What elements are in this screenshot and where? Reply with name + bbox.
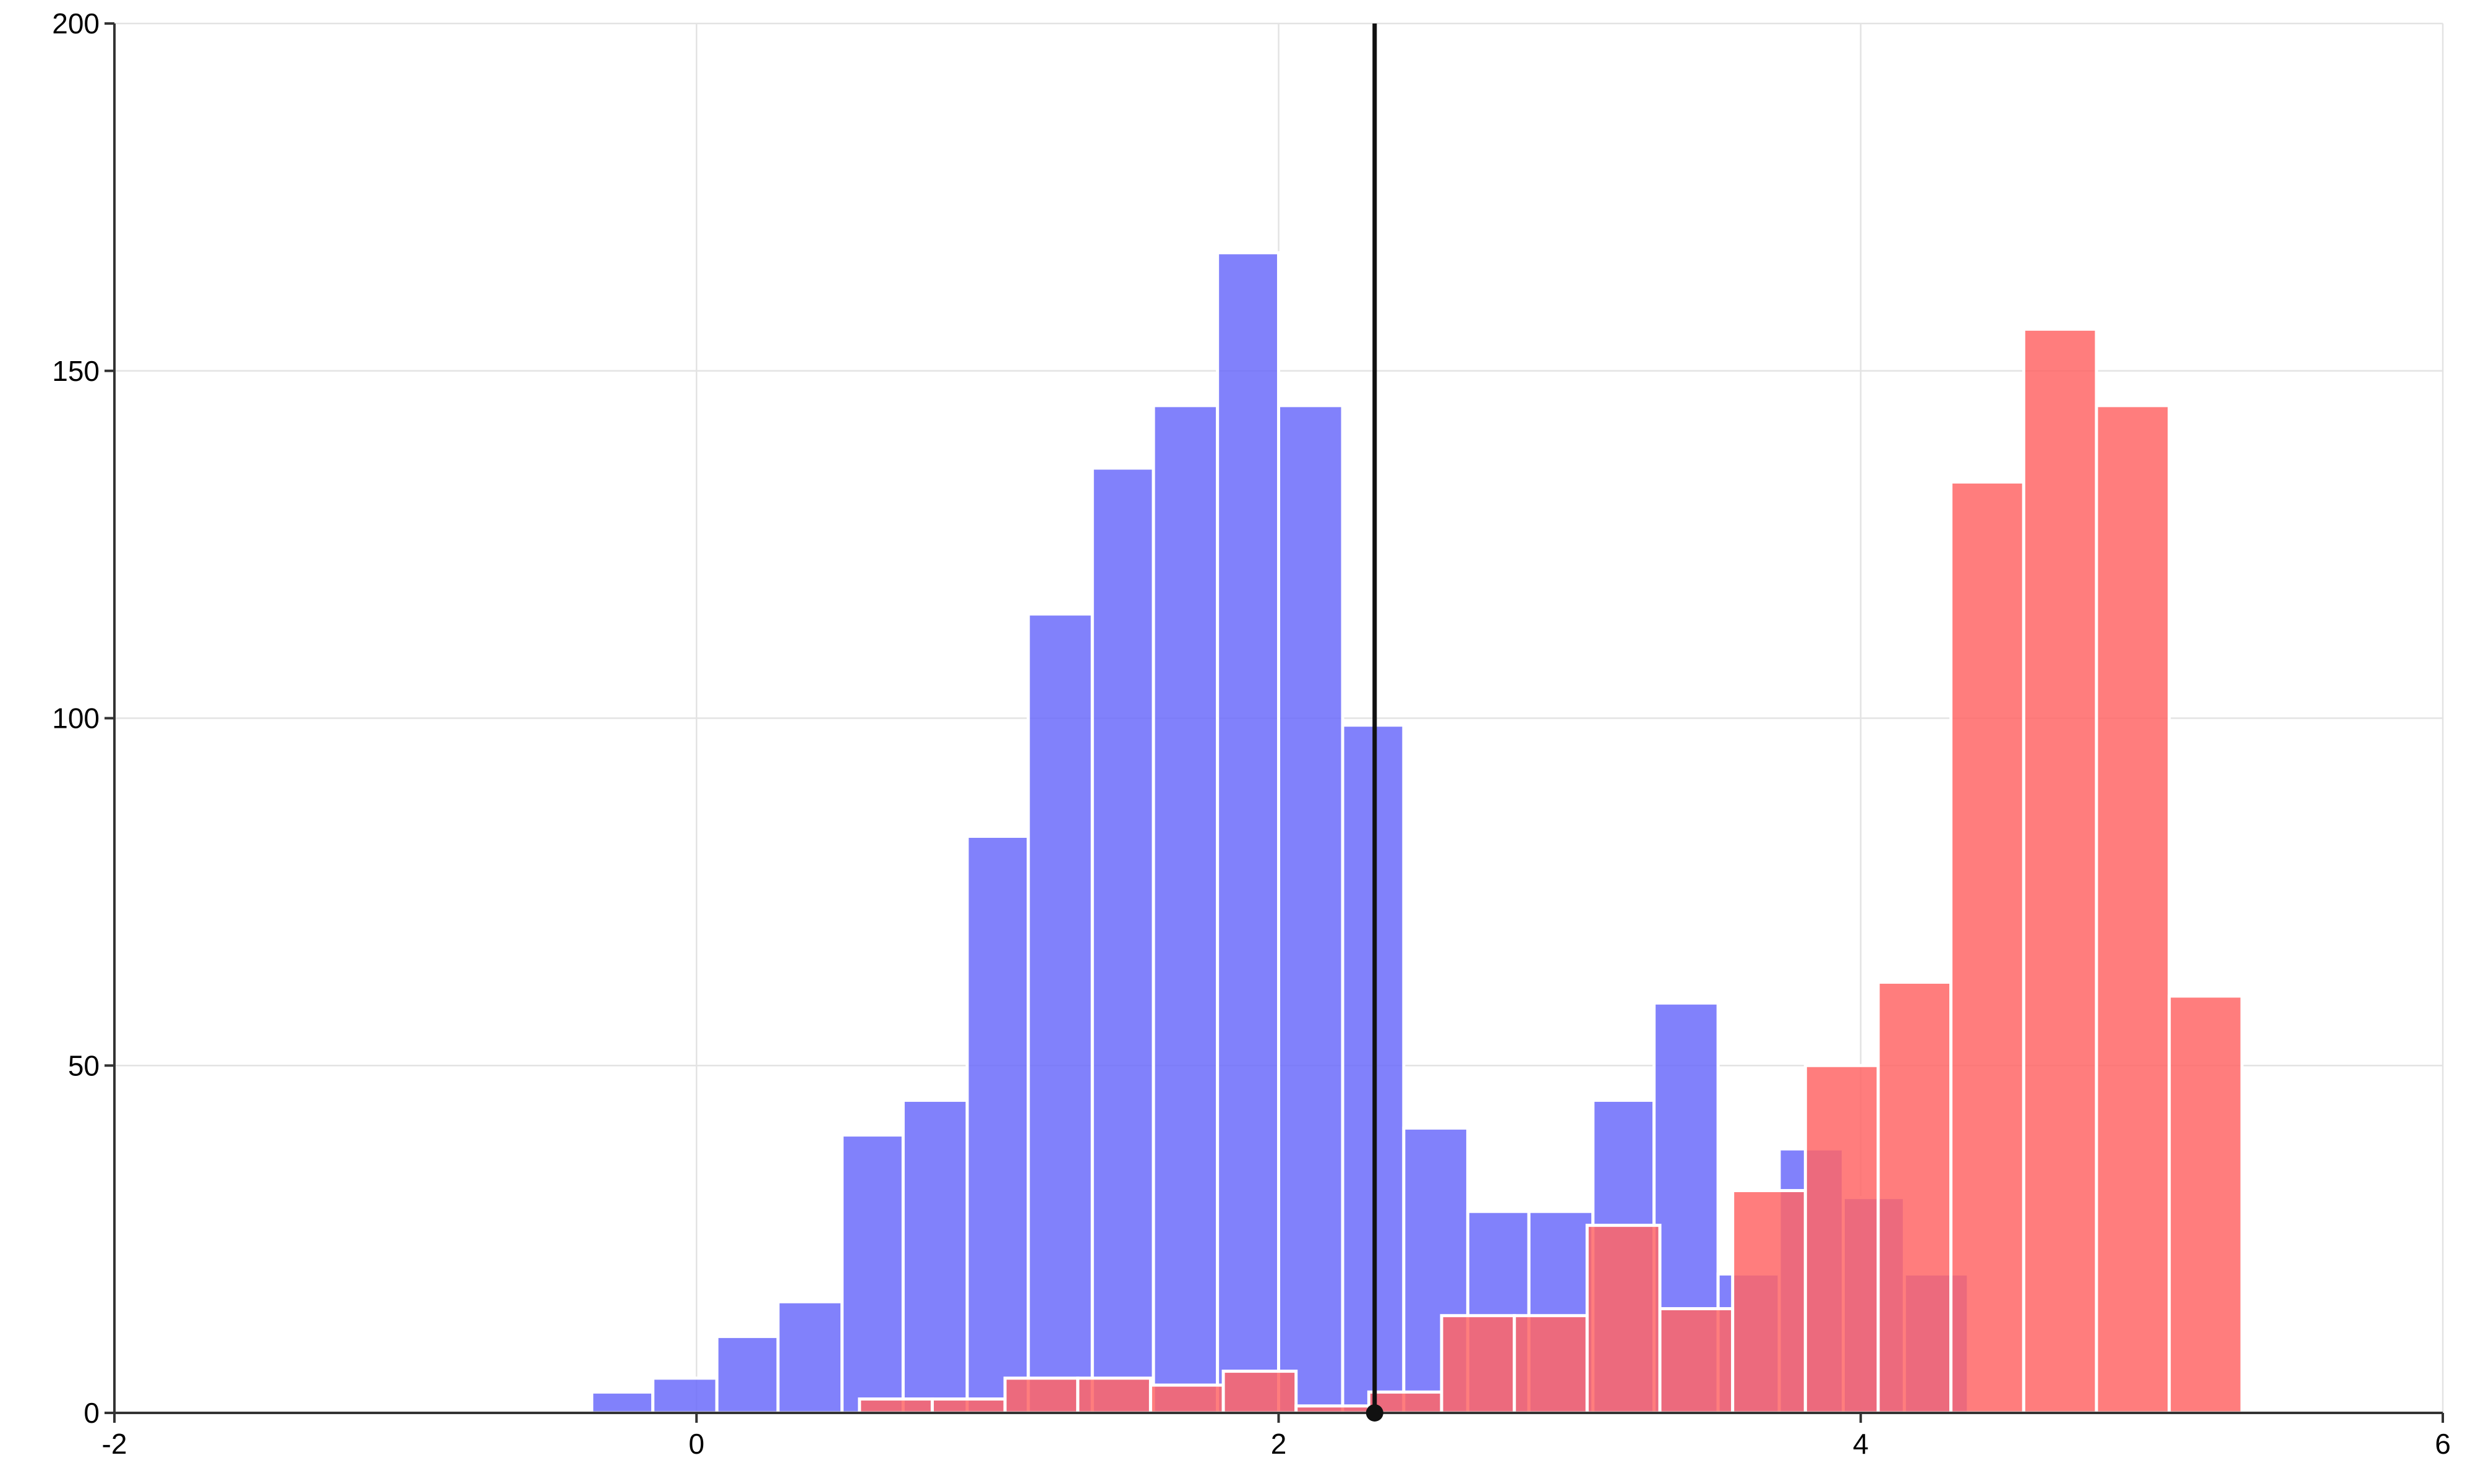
- series-2-bar: [2168, 994, 2244, 1415]
- series-1-bar: [1277, 404, 1344, 1415]
- series-1-bar: [651, 1376, 719, 1415]
- threshold-marker: [1365, 23, 1383, 1422]
- series-2-bar: [1076, 1376, 1152, 1415]
- y-tick-label: 100: [52, 702, 100, 735]
- axes: [105, 22, 2444, 1423]
- series-1-bar: [840, 1133, 905, 1415]
- series-1-bar: [776, 1300, 844, 1415]
- y-tick-label: 150: [52, 355, 100, 387]
- series-1-bar: [901, 1098, 969, 1415]
- series-1-bar: [590, 1390, 655, 1415]
- series-1-bar: [1090, 466, 1155, 1415]
- series-2-bar: [1803, 1064, 1880, 1415]
- series-2-bar: [2095, 404, 2171, 1415]
- series-2-bar: [1221, 1370, 1298, 1415]
- series-1-bar: [1402, 1126, 1469, 1415]
- x-tick-label: 6: [2435, 1428, 2451, 1460]
- series-2-bar: [1731, 1188, 1807, 1415]
- series-2-bar: [1440, 1314, 1516, 1415]
- series-2-bar: [1148, 1383, 1225, 1415]
- series-2-bar: [1513, 1314, 1589, 1415]
- x-tick-label: 0: [688, 1428, 704, 1460]
- series-1-bar: [965, 834, 1030, 1415]
- series-2-bar: [2022, 327, 2098, 1415]
- series-1-bar: [715, 1334, 780, 1415]
- series-2-bar: [1003, 1376, 1080, 1415]
- series-1-bar: [1152, 404, 1220, 1415]
- series-1-bar: [1216, 251, 1280, 1415]
- x-tick-label: -2: [102, 1428, 127, 1460]
- x-tick-label: 2: [1271, 1428, 1287, 1460]
- series-2-bar: [858, 1397, 934, 1415]
- x-tick-label: 4: [1853, 1428, 1869, 1460]
- series-2-bar: [1658, 1307, 1735, 1415]
- y-tick-label: 200: [52, 7, 100, 40]
- series-1-bar: [1027, 612, 1094, 1415]
- series-2-bar: [1876, 980, 1953, 1415]
- y-tick-label: 0: [83, 1397, 100, 1429]
- y-tick-label: 50: [68, 1049, 100, 1081]
- series-2-bar: [930, 1397, 1007, 1415]
- series-2-bar: [1949, 480, 2025, 1415]
- series-2-bar: [1585, 1224, 1662, 1415]
- threshold-dot: [1365, 1404, 1383, 1422]
- bars: [590, 251, 2244, 1415]
